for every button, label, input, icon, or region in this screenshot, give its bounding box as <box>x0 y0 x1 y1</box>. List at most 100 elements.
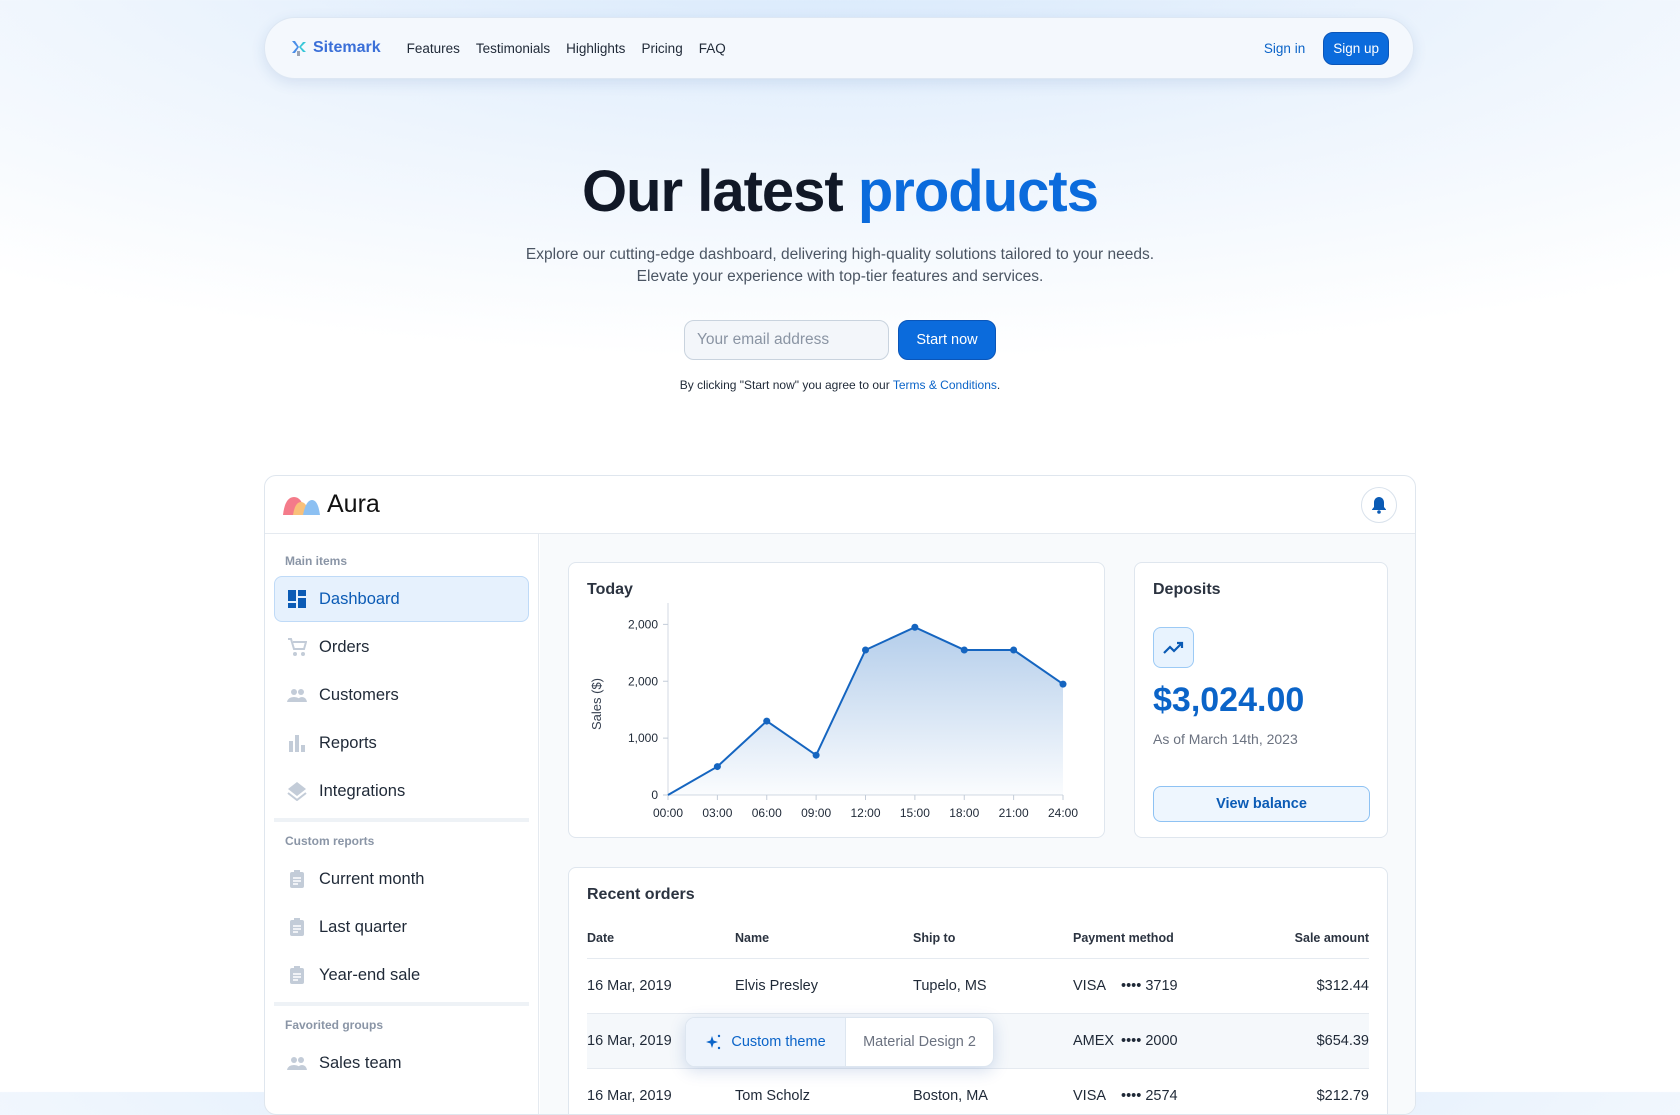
sidebar-item-dashboard[interactable]: Dashboard <box>274 576 529 622</box>
col-date: Date <box>587 918 735 959</box>
trend-badge <box>1153 627 1194 668</box>
sidebar-item-year-end-sale[interactable]: Year-end sale <box>274 952 529 998</box>
sidebar-item-label: Sales team <box>319 1053 402 1072</box>
sidebar-item-sales-team[interactable]: Sales team <box>274 1040 529 1086</box>
cell-amount: $654.39 <box>1246 1013 1369 1069</box>
x-tick-label: 15:00 <box>900 806 930 820</box>
col-payment: Payment method <box>1073 918 1247 959</box>
sales-chart: 0 1,000 2,000 2,000 00:00 03:00 06:00 09:00 12:0… <box>589 603 1078 820</box>
email-input[interactable] <box>684 320 889 360</box>
sitemark-logo-icon <box>292 41 306 56</box>
data-point <box>911 623 919 631</box>
sitemark-logo[interactable]: Sitemark <box>289 38 381 58</box>
start-now-button[interactable]: Start now <box>898 320 996 360</box>
aura-brand: Aura <box>327 490 380 518</box>
card-number: •••• 2574 <box>1121 1087 1178 1104</box>
y-axis-label: Sales ($) <box>589 678 604 730</box>
section-label-custom: Custom reports <box>285 834 375 848</box>
nav-faq[interactable]: FAQ <box>698 40 726 56</box>
y-tick-label: 1,000 <box>628 731 658 745</box>
sign-up-button[interactable]: Sign up <box>1323 31 1389 65</box>
section-label-favorites: Favorited groups <box>285 1018 384 1032</box>
sign-in-link[interactable]: Sign in <box>1263 40 1306 56</box>
card-title: Today <box>587 581 633 598</box>
bar-chart-icon <box>289 735 305 752</box>
x-tick-label: 18:00 <box>949 806 979 820</box>
nav-pricing[interactable]: Pricing <box>641 40 683 56</box>
sidebar-item-customers[interactable]: Customers <box>274 672 529 718</box>
section-label-main: Main items <box>285 554 348 568</box>
y-tick-label: 2,000 <box>628 674 658 688</box>
title-highlight: products <box>857 159 1099 224</box>
x-tick-label: 24:00 <box>1048 806 1078 820</box>
nav-highlights[interactable]: Highlights <box>566 40 626 56</box>
sidebar-item-current-month[interactable]: Current month <box>274 856 529 902</box>
sidebar: Main items Dashboard Orders Customers Re… <box>265 534 539 1114</box>
sidebar-item-label: Integrations <box>319 781 406 800</box>
sidebar-item-reports[interactable]: Reports <box>274 720 529 766</box>
y-tick-label: 0 <box>651 788 658 802</box>
brand-name: Sitemark <box>313 39 381 56</box>
sales-area <box>668 627 1063 795</box>
notifications-button[interactable] <box>1361 487 1397 523</box>
sidebar-item-label: Last quarter <box>319 917 408 936</box>
title-part: Our latest <box>582 159 858 224</box>
terms-suffix: . <box>996 378 1001 392</box>
table-row[interactable]: 16 Mar, 2019 Elvis Presley Tupelo, MS VISA •… <box>587 958 1369 1014</box>
sidebar-item-integrations[interactable]: Integrations <box>274 768 529 814</box>
cell-payment: VISA •••• 3719 <box>1073 958 1247 1014</box>
main-content: Today 0 1,000 2,000 2,000 00:00 03:00 06:00 09:… <box>540 534 1415 1114</box>
data-point <box>862 646 869 654</box>
x-tick-label: 03:00 <box>702 806 732 820</box>
terms-link[interactable]: Terms & Conditions <box>892 378 997 392</box>
material-design-option[interactable]: Material Design 2 <box>846 1018 993 1066</box>
cell-date: 16 Mar, 2019 <box>587 958 735 1014</box>
people-icon <box>287 1057 307 1070</box>
data-point <box>960 646 968 654</box>
moon-icon[interactable] <box>1230 39 1246 57</box>
sidebar-item-orders[interactable]: Orders <box>274 624 529 670</box>
deposit-amount: $3,024.00 <box>1153 681 1305 719</box>
cell-name: Elvis Presley <box>735 958 913 1014</box>
cell-amount: $312.44 <box>1246 958 1369 1014</box>
bell-icon <box>1372 497 1386 514</box>
top-navbar: Sitemark Features Testimonials Highlight… <box>264 17 1414 79</box>
nav-testimonials[interactable]: Testimonials <box>475 40 551 56</box>
terms-prefix: By clicking "Start now" you agree to our <box>679 378 893 392</box>
deposit-date: As of March 14th, 2023 <box>1153 731 1298 747</box>
card-brand: AMEX <box>1073 1032 1115 1049</box>
today-card: Today 0 1,000 2,000 2,000 00:00 03:00 06:00 09:… <box>568 562 1105 838</box>
x-tick-label: 09:00 <box>801 806 831 820</box>
option-label: Custom theme <box>731 1034 826 1050</box>
data-point <box>713 763 721 771</box>
option-label: Material Design 2 <box>863 1034 976 1050</box>
custom-theme-option[interactable]: Custom theme <box>686 1018 846 1066</box>
hero-subtitle: Explore our cutting-edge dashboard, deli… <box>525 246 1155 285</box>
clipboard-icon <box>290 918 304 936</box>
sparkle-icon <box>706 1034 721 1050</box>
col-ship-to: Ship to <box>913 918 1073 959</box>
divider <box>274 1002 529 1006</box>
aura-logo-icon <box>283 496 320 515</box>
view-balance-button[interactable]: View balance <box>1153 786 1370 822</box>
sidebar-item-label: Customers <box>319 685 399 704</box>
col-name: Name <box>735 918 913 959</box>
hero-title: Our latest products <box>0 158 1680 225</box>
recent-orders-card: Recent orders Date Name Ship to Payment … <box>568 867 1388 1114</box>
cart-icon <box>288 638 307 656</box>
sidebar-item-last-quarter[interactable]: Last quarter <box>274 904 529 950</box>
card-number: •••• 2000 <box>1121 1032 1178 1049</box>
sidebar-item-label: Reports <box>319 733 377 752</box>
data-point <box>1010 646 1018 654</box>
deposits-card: Deposits $3,024.00 As of March 14th, 202… <box>1134 562 1388 838</box>
people-icon <box>287 689 307 702</box>
data-point <box>812 751 820 759</box>
cell-ship-to: Tupelo, MS <box>913 958 1073 1014</box>
sidebar-item-label: Current month <box>319 869 425 888</box>
card-number: •••• 3719 <box>1121 977 1178 994</box>
dashboard-icon <box>288 590 306 608</box>
x-tick-label: 00:00 <box>653 806 683 820</box>
sidebar-item-label: Year-end sale <box>319 965 421 984</box>
nav-features[interactable]: Features <box>406 40 460 56</box>
card-title: Deposits <box>1153 581 1221 598</box>
